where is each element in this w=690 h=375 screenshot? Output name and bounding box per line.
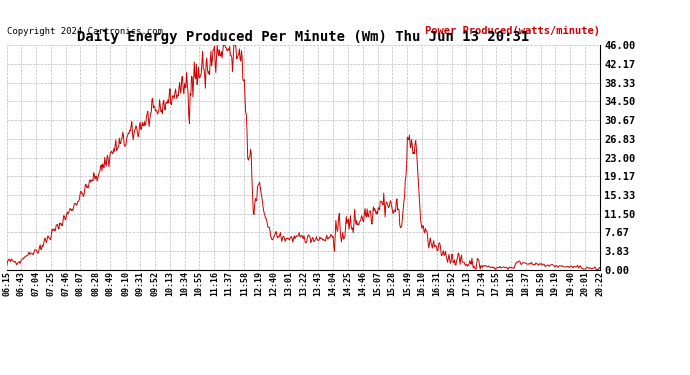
Text: Copyright 2024 Cartronics.com: Copyright 2024 Cartronics.com [7,27,163,36]
Title: Daily Energy Produced Per Minute (Wm) Thu Jun 13 20:31: Daily Energy Produced Per Minute (Wm) Th… [77,30,530,44]
Text: Power Produced(watts/minute): Power Produced(watts/minute) [425,26,600,36]
